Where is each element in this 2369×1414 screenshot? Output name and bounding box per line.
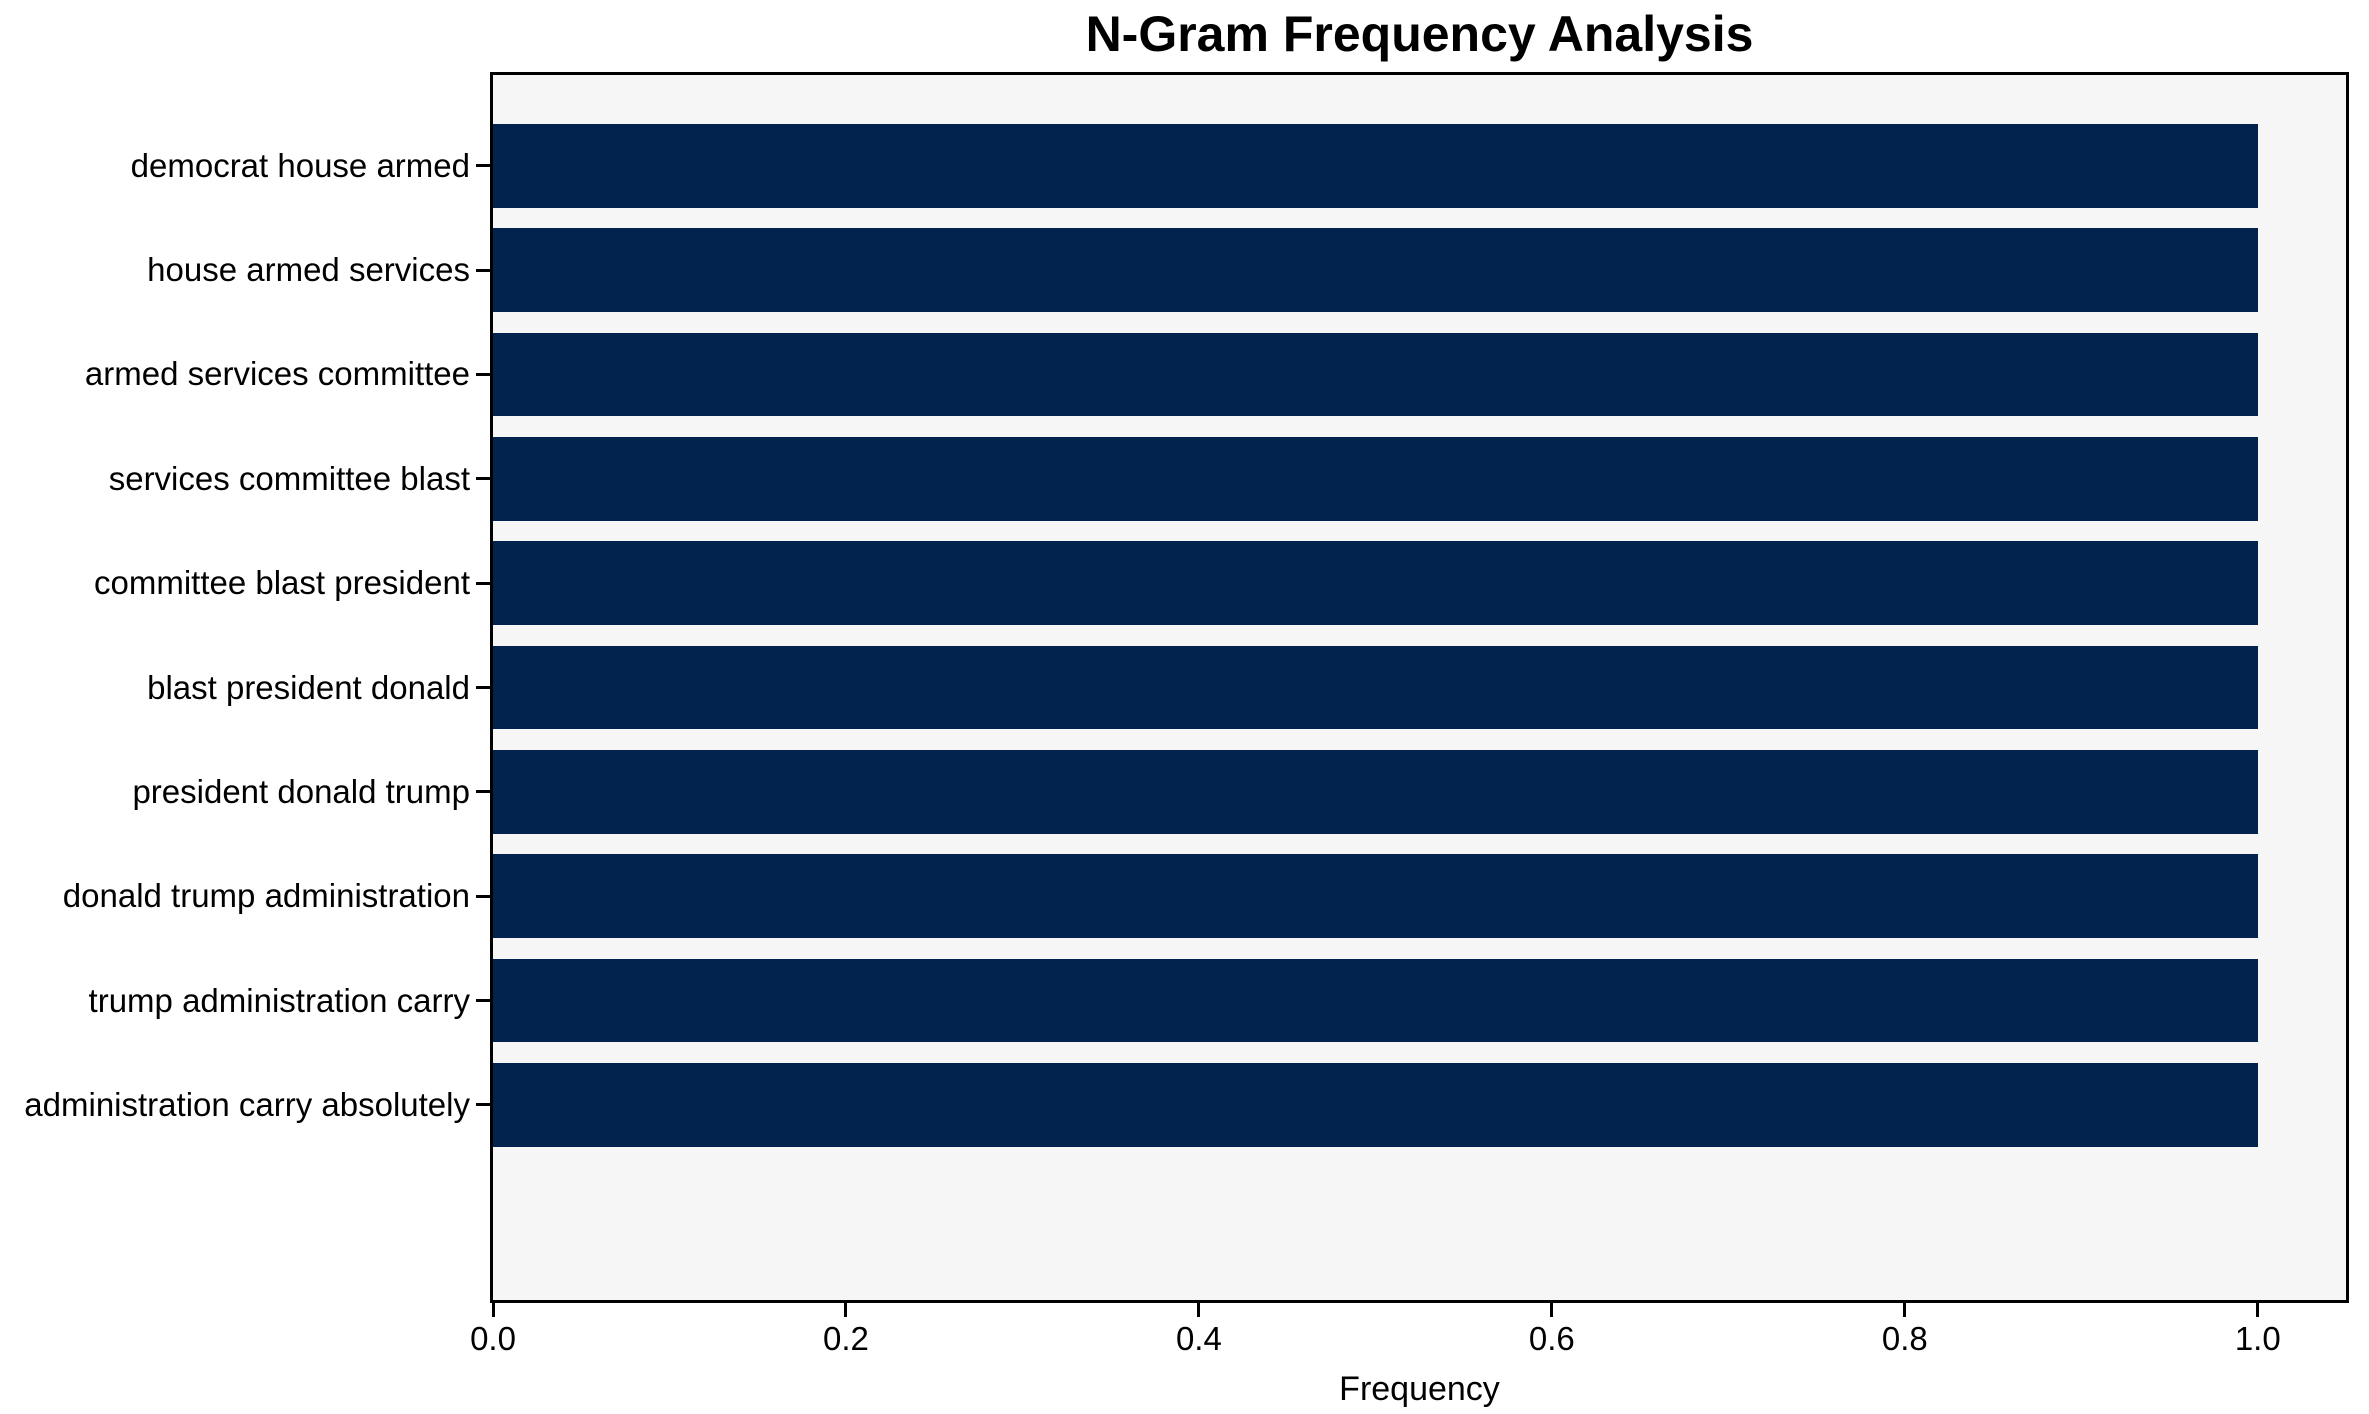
- x-tick-mark: [844, 1303, 848, 1317]
- y-tick-label: armed services committee: [84, 355, 470, 393]
- x-tick-mark: [1197, 1303, 1201, 1317]
- y-tick-label: services committee blast: [108, 459, 470, 497]
- x-tick-label: 0.6: [1528, 1320, 1575, 1357]
- y-tick-mark: [476, 894, 490, 898]
- y-tick-mark: [476, 268, 490, 272]
- y-tick-mark: [476, 686, 490, 689]
- bar: [493, 332, 2258, 417]
- x-tick-mark: [1903, 1303, 1907, 1317]
- y-tick-label: president donald trump: [132, 772, 470, 810]
- y-tick-mark: [476, 1103, 490, 1107]
- x-axis-label: Frequency: [1339, 1370, 1500, 1408]
- y-tick-label: committee blast president: [93, 564, 470, 602]
- y-tick-mark: [476, 790, 490, 794]
- bar: [493, 1063, 2258, 1147]
- bar: [493, 228, 2258, 312]
- x-tick-label: 0.8: [1881, 1320, 1928, 1357]
- bar: [493, 854, 2258, 938]
- y-tick-mark: [476, 164, 490, 168]
- y-tick-mark: [476, 477, 490, 481]
- y-tick-label: administration carry absolutely: [24, 1085, 470, 1123]
- chart-title: N-Gram Frequency Analysis: [1085, 6, 1754, 62]
- y-tick-mark: [476, 581, 490, 585]
- x-tick-label: 0.0: [470, 1320, 516, 1357]
- bar: [493, 958, 2258, 1043]
- y-tick-label: democrat house armed: [130, 146, 470, 184]
- bar: [493, 437, 2258, 521]
- x-tick-label: 0.2: [823, 1320, 869, 1357]
- x-tick-mark: [1550, 1303, 1554, 1317]
- y-tick-label: donald trump administration: [62, 877, 470, 915]
- bar: [493, 124, 2258, 208]
- y-tick-mark: [476, 999, 490, 1003]
- y-tick-label: trump administration carry: [88, 981, 470, 1019]
- y-tick-label: blast president donald: [147, 668, 470, 706]
- y-tick-label: house armed services: [147, 251, 470, 289]
- plot-area: [490, 72, 2349, 1303]
- x-tick-label: 1.0: [2234, 1320, 2281, 1357]
- bar: [493, 645, 2258, 730]
- x-tick-label: 0.4: [1175, 1320, 1222, 1357]
- x-tick-mark: [2256, 1303, 2260, 1317]
- x-tick-mark: [491, 1303, 495, 1317]
- y-tick-mark: [476, 372, 490, 376]
- bar: [493, 541, 2258, 625]
- bar: [493, 750, 2258, 834]
